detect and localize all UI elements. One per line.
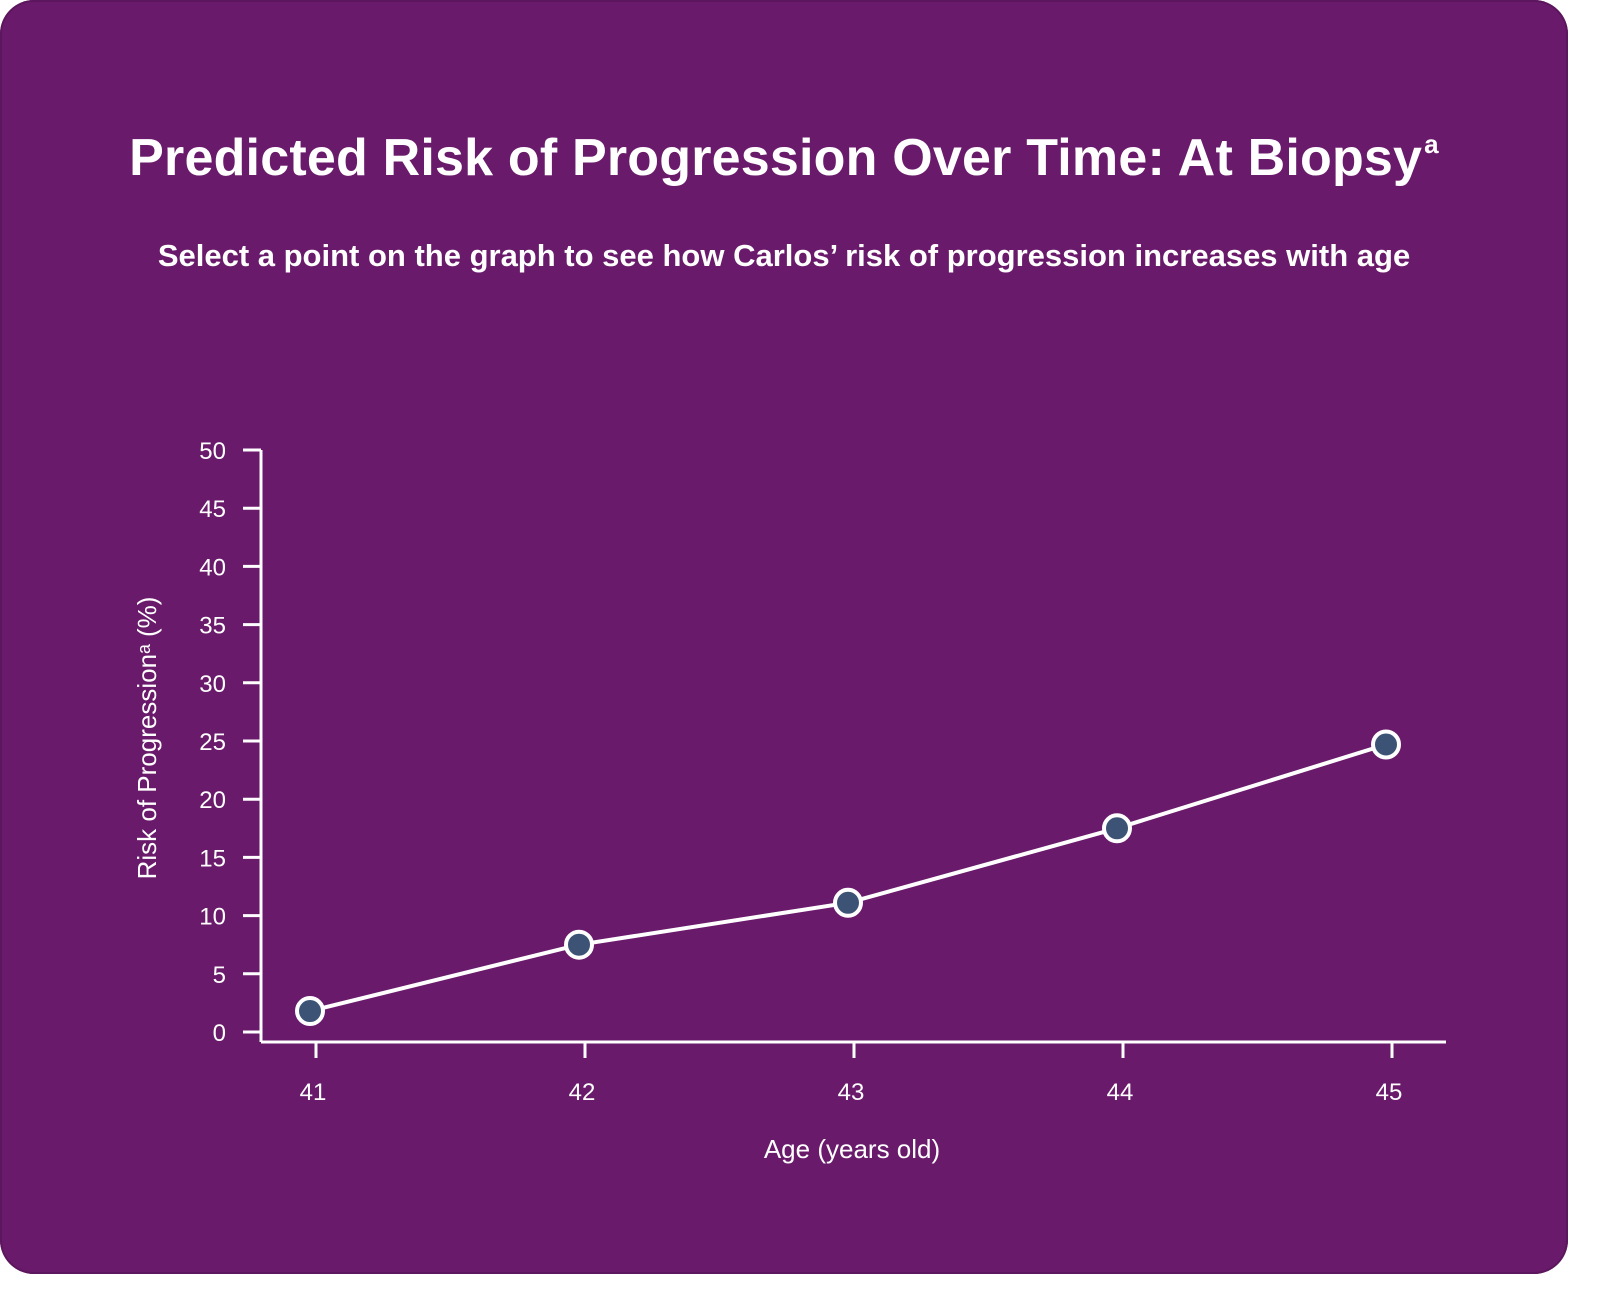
data-point[interactable] (1102, 813, 1132, 844)
y-tick-label: 45 (199, 496, 226, 523)
x-tick-label: 41 (300, 1079, 327, 1106)
chart-title: Predicted Risk of Progression Over Time:… (0, 128, 1568, 188)
y-tick-label: 0 (213, 1020, 226, 1047)
data-points (295, 729, 1401, 1027)
data-point[interactable] (833, 887, 863, 918)
chart-card: Predicted Risk of Progression Over Time:… (0, 0, 1568, 1274)
y-tick-label: 5 (213, 962, 226, 989)
x-axis-label: Age (years old) (764, 1134, 940, 1164)
chart-title-text: Predicted Risk of Progression Over Time:… (129, 129, 1423, 187)
x-tick-label: 43 (838, 1079, 865, 1106)
chart-axes (259, 450, 1446, 1044)
series-line (309, 742, 1387, 1013)
y-axis-ticks: 0 5 10 15 20 25 30 35 40 45 50 (199, 438, 261, 1047)
y-tick-label: 20 (199, 787, 226, 814)
chart-subtitle: Select a point on the graph to see how C… (157, 238, 1411, 273)
title-footnote-marker: a (1424, 129, 1439, 159)
line-chart: 0 5 10 15 20 25 30 35 40 45 50 41 42 43 44 45 Age (yea… (132, 438, 1446, 1164)
x-tick-label: 45 (1376, 1079, 1403, 1106)
y-tick-label: 35 (199, 613, 226, 640)
x-tick-label: 42 (569, 1079, 596, 1106)
x-axis-ticks: 41 42 43 44 45 (300, 1042, 1403, 1106)
y-tick-label: 40 (199, 554, 226, 581)
data-point[interactable] (564, 929, 594, 960)
y-axis-label: Risk of Progressionᵃ (%) (132, 597, 162, 880)
y-tick-label: 50 (199, 438, 226, 465)
x-tick-label: 44 (1107, 1079, 1134, 1106)
y-tick-label: 25 (199, 729, 226, 756)
data-point[interactable] (295, 996, 325, 1027)
y-tick-label: 30 (199, 671, 226, 698)
y-tick-label: 10 (199, 904, 226, 931)
y-tick-label: 15 (199, 845, 226, 872)
data-point[interactable] (1371, 729, 1401, 760)
